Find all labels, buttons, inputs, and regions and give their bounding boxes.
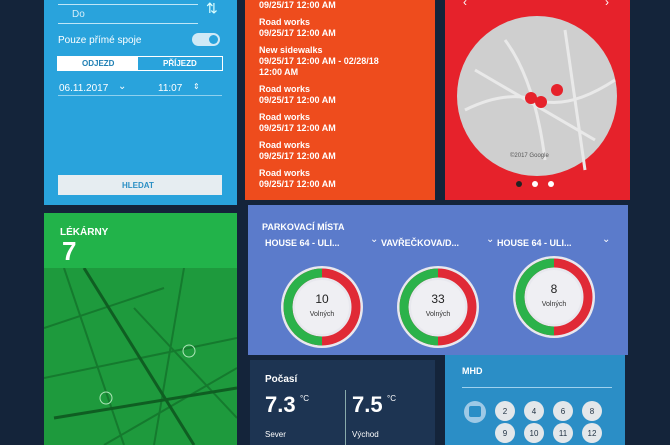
line-button[interactable]: [524, 401, 544, 421]
tab-label: PŘÍJEZD: [163, 59, 197, 68]
dot[interactable]: [548, 181, 554, 187]
line-button[interactable]: [495, 423, 515, 443]
tab[interactable]: [137, 56, 223, 71]
events-panel: [245, 0, 435, 200]
event-title: Road works: [259, 168, 311, 178]
event-date: 12:00 AM: [259, 67, 299, 77]
mhd-divider: [462, 387, 612, 388]
gauge-center: [411, 280, 465, 334]
event-title: Road works: [259, 17, 311, 27]
bus-glyph: [469, 406, 481, 417]
line-button[interactable]: [582, 423, 602, 443]
station-name: Sever: [265, 430, 286, 439]
event-date: 09/25/17 12:00 AM: [259, 179, 336, 189]
event-title: Road works: [259, 112, 311, 122]
line-number: 6: [561, 407, 566, 416]
temp-unit: °C: [300, 394, 309, 403]
line-number: 10: [530, 429, 539, 438]
search-button[interactable]: [58, 175, 222, 195]
free-count: 8: [551, 282, 558, 296]
chevron: ⌄: [602, 234, 611, 245]
mhd-lines: 2 4 6 8 9 10 11 12: [464, 401, 602, 443]
weather-panel: [250, 360, 435, 445]
lot-select[interactable]: HOUSE 64 - ULI...: [497, 238, 572, 248]
line-button[interactable]: [495, 401, 515, 421]
lot-select[interactable]: HOUSE 64 - ULI...: [265, 238, 340, 248]
line-number: 4: [532, 407, 537, 416]
temperature: 7.5: [352, 392, 383, 417]
event-date: 09/25/17 12:00 AM: [259, 95, 336, 105]
dot[interactable]: [532, 181, 538, 187]
gauge-green: [283, 268, 323, 346]
lot-select[interactable]: VAVŘEČKOVA/D...: [381, 238, 460, 248]
event-title: Road works: [259, 84, 311, 94]
map-copyright: ©2017 Google: [510, 153, 549, 159]
event-date: 09/25/17 12:00 AM: [259, 151, 336, 161]
time[interactable]: 11:07: [158, 83, 183, 94]
station-name: Východ: [352, 430, 379, 439]
pharmacy-count: 7: [62, 236, 77, 266]
line-number: 9: [503, 429, 508, 438]
button-label: HLEDAT: [122, 181, 154, 190]
direct-label: Pouze přímé spoje: [58, 35, 142, 46]
line-number: 2: [503, 407, 508, 416]
map-pin[interactable]: [525, 92, 537, 104]
temperature: 7.3: [265, 392, 296, 417]
next-arrow[interactable]: ›: [605, 0, 609, 9]
divider: [58, 95, 222, 96]
line-number: 12: [588, 429, 597, 438]
map-pin[interactable]: [535, 96, 547, 108]
free-label: Volných: [426, 311, 451, 318]
line-button[interactable]: [553, 401, 573, 421]
map-circle: [457, 16, 617, 176]
to-input[interactable]: [58, 7, 198, 24]
swap-icon[interactable]: ⇅: [206, 0, 218, 16]
line-number: 11: [559, 429, 568, 438]
gauges: 10 Volných 33 Volných 8 Volných: [281, 256, 595, 348]
to-placeholder: Do: [72, 9, 85, 20]
free-count: 10: [315, 292, 329, 306]
gauge-center: [527, 270, 581, 324]
parking-title: PARKOVACÍ MÍSTA: [262, 222, 345, 232]
event-date: 09/25/17 12:00 AM: [259, 28, 336, 38]
weather-title: Počasí: [265, 374, 298, 385]
toggle[interactable]: [192, 33, 220, 46]
line-button[interactable]: [524, 423, 544, 443]
tab-label: ODJEZD: [82, 59, 115, 68]
gauge-center: [295, 280, 349, 334]
event-date: 09/25/17 12:00 AM: [259, 0, 336, 10]
date[interactable]: 06.11.2017: [59, 83, 109, 94]
mhd-title: MHD: [462, 366, 483, 376]
spinner: ⇕: [193, 82, 200, 91]
pharmacy-title: LÉKÁRNY: [60, 227, 109, 238]
map: ‹ ›: [457, 0, 617, 187]
event-title: New sidewalks: [259, 45, 323, 55]
pharmacy-map: [44, 268, 237, 445]
chevron: ⌄: [486, 234, 495, 245]
dot[interactable]: [516, 181, 522, 187]
gauge-green: [515, 258, 555, 336]
free-count: 33: [431, 292, 445, 306]
event-title: Road works: [259, 140, 311, 150]
map-pin[interactable]: [551, 84, 563, 96]
temp-unit: °C: [387, 394, 396, 403]
line-button[interactable]: [553, 423, 573, 443]
line-number: 8: [590, 407, 595, 416]
line-button[interactable]: [582, 401, 602, 421]
input-line: [58, 4, 198, 5]
event-date: 09/25/17 12:00 AM - 02/28/18: [259, 56, 379, 66]
chevron: ⌄: [118, 81, 127, 92]
chevron: ⌄: [370, 234, 379, 245]
free-label: Volných: [542, 301, 567, 308]
event-date: 09/25/17 12:00 AM: [259, 123, 336, 133]
gauge-green: [399, 268, 439, 346]
prev-arrow[interactable]: ‹: [463, 0, 467, 9]
pharmacy-header: [44, 213, 237, 268]
tab-active[interactable]: [57, 56, 137, 71]
weather-divider: [345, 390, 346, 445]
free-label: Volných: [310, 311, 335, 318]
